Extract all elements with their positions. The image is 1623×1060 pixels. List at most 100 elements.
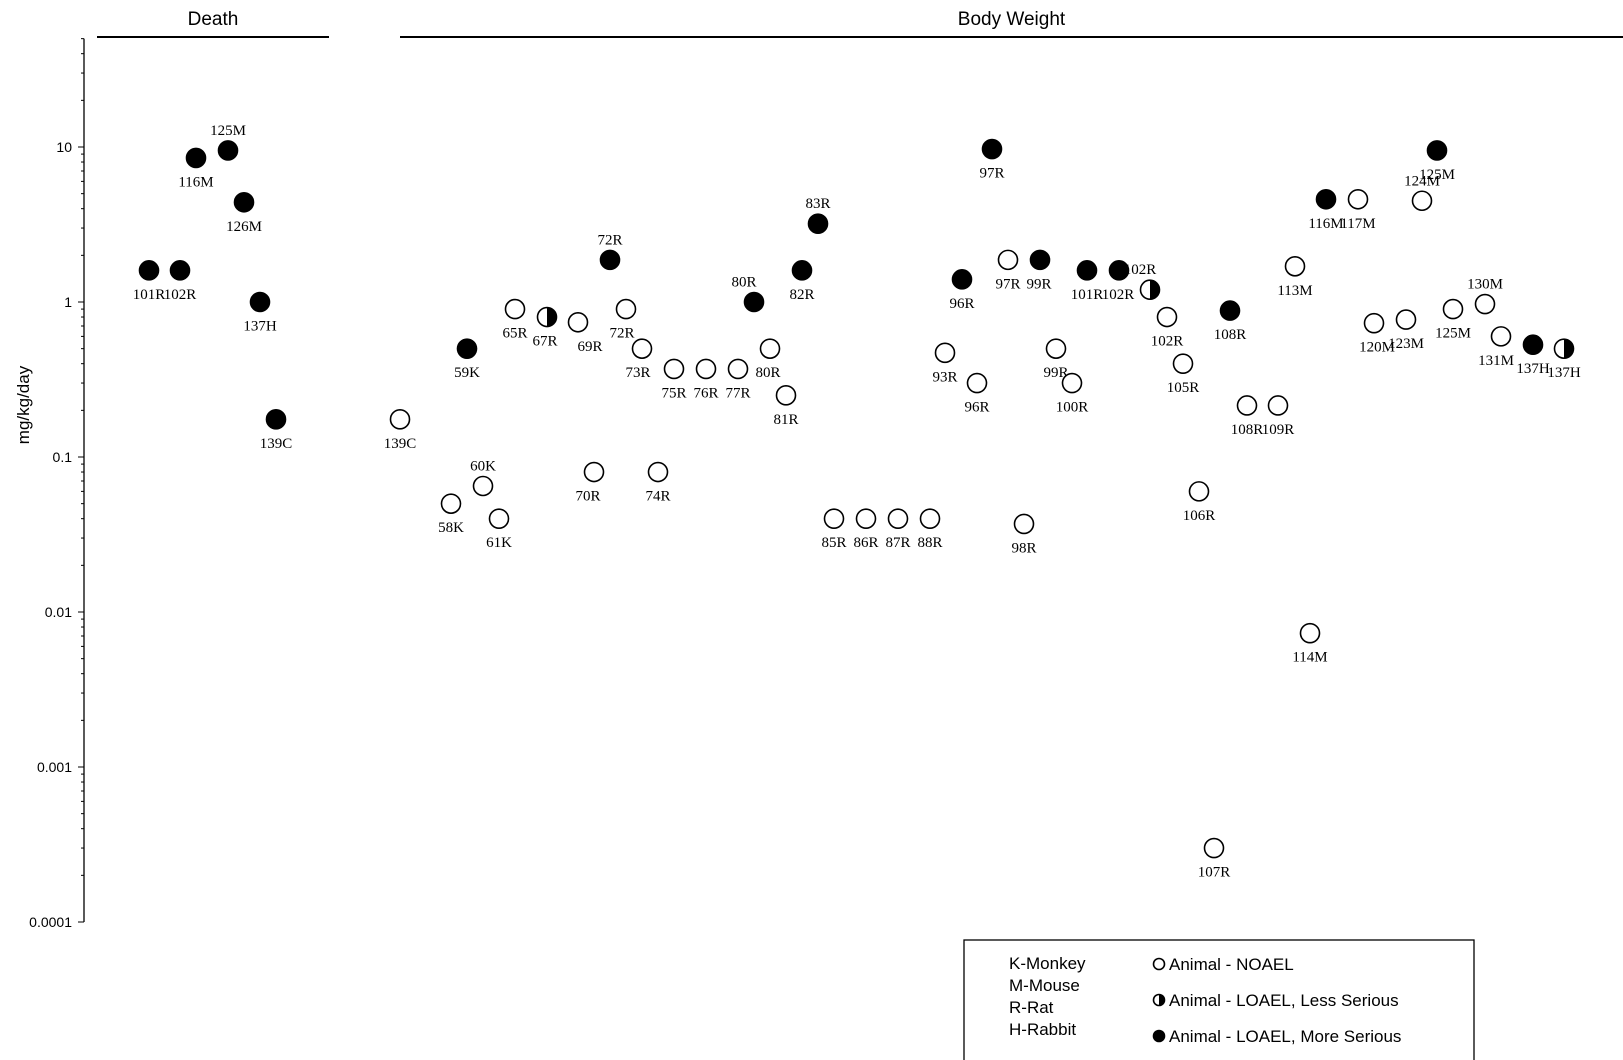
noael-marker <box>1267 395 1289 416</box>
point-label: 72R <box>597 232 622 248</box>
data-point: 93R <box>932 342 958 385</box>
loael-more-serious-marker <box>1315 188 1337 210</box>
data-point: 114M <box>1292 622 1328 666</box>
noael-marker <box>1203 837 1225 859</box>
point-label: 123M <box>1388 336 1424 352</box>
data-point: 120M <box>1359 312 1395 356</box>
noael-marker <box>647 461 669 483</box>
data-point: 83R <box>805 196 831 235</box>
noael-marker <box>567 311 589 333</box>
data-point: 97R <box>979 138 1005 182</box>
y-axis: 10 1 0.1 0.01 0.001 0.0001 mg/kg/day <box>14 38 85 930</box>
point-label: 67R <box>532 334 557 350</box>
data-point: 108R <box>1231 395 1263 438</box>
noael-marker <box>855 508 877 529</box>
panel-title: Body Weight <box>958 9 1066 30</box>
data-point: 116M <box>178 147 214 190</box>
noael-marker <box>1013 513 1035 535</box>
noael-marker <box>887 508 909 529</box>
legend: K-Monkey M-Mouse R-Rat H-Rabbit Animal - NOA… <box>963 939 1475 1060</box>
point-label: 101R <box>133 287 166 303</box>
data-point: 58K <box>438 493 464 536</box>
noael-marker <box>934 342 956 364</box>
noael-marker <box>1474 293 1496 315</box>
loael-more-serious-marker <box>233 191 255 213</box>
data-point: 131M <box>1478 326 1514 369</box>
data-point: 86R <box>853 508 879 551</box>
noael-marker <box>1363 312 1385 334</box>
data-point: 76R <box>693 358 719 401</box>
point-label: 130M <box>1467 277 1503 293</box>
data-point: 69R <box>567 311 603 355</box>
point-label: 72R <box>609 326 634 342</box>
loael-more-serious-marker <box>456 338 478 359</box>
loael-more-serious-marker <box>138 260 160 281</box>
point-label: 137H <box>1547 365 1581 381</box>
legend-marker-label: Animal - LOAEL, Less Serious <box>1169 991 1399 1010</box>
data-point: 137H <box>1516 334 1550 377</box>
point-label: 107R <box>1198 865 1231 881</box>
data-point: 125M <box>1435 298 1471 342</box>
noael-marker <box>1299 622 1321 644</box>
legend-species: R-Rat <box>1009 998 1054 1017</box>
data-point: 70R <box>575 461 605 505</box>
data-point: 61K <box>486 508 512 551</box>
loael-more-serious-marker <box>743 291 765 313</box>
data-point: 96R <box>949 269 975 312</box>
point-label: 93R <box>932 369 957 385</box>
point-label: 124M <box>1404 173 1440 189</box>
point-label: 102R <box>1151 334 1184 350</box>
half-fill <box>1564 339 1574 359</box>
data-point: 102R <box>1151 306 1184 350</box>
point-label: 60K <box>470 458 496 474</box>
point-label: 102R <box>164 287 197 303</box>
point-label: 98R <box>1011 540 1036 556</box>
noael-marker <box>440 493 462 514</box>
point-label: 58K <box>438 520 464 536</box>
noael-marker <box>919 508 941 529</box>
legend-noael-icon <box>1152 957 1166 971</box>
data-point: 101R <box>1071 260 1103 303</box>
y-tick-label: 0.01 <box>45 604 72 620</box>
point-label: 69R <box>577 339 602 355</box>
noael-marker <box>1061 372 1083 394</box>
noael-marker <box>389 409 411 430</box>
data-point: 125M <box>210 123 246 161</box>
point-label: 83R <box>805 196 830 212</box>
point-label: 86R <box>853 535 878 551</box>
noael-marker <box>615 298 637 320</box>
data-point: 116M <box>1308 188 1344 232</box>
y-tick-label: 0.0001 <box>29 914 72 930</box>
data-point: 126M <box>226 191 262 235</box>
noael-marker <box>1347 188 1369 210</box>
point-label: 139C <box>384 436 417 452</box>
data-point: 137H <box>1547 338 1581 381</box>
loael-more-serious-marker <box>1108 260 1130 281</box>
point-label: 75R <box>661 385 686 401</box>
point-label: 70R <box>575 489 600 505</box>
panel-title: Death <box>188 9 239 30</box>
data-point: 106R <box>1183 481 1215 524</box>
data-point: 67R <box>532 306 558 350</box>
point-label: 85R <box>821 535 846 551</box>
point-label: 97R <box>995 276 1020 292</box>
data-point: 85R <box>821 508 847 551</box>
data-point: 96R <box>964 372 990 416</box>
noael-marker <box>1442 298 1464 320</box>
noael-marker <box>1188 481 1210 502</box>
data-point: 88R <box>917 508 943 551</box>
noael-marker <box>631 338 653 359</box>
y-tick-label: 0.1 <box>53 449 73 465</box>
loael-more-serious-marker <box>1219 300 1241 321</box>
noael-marker <box>1490 326 1512 347</box>
noael-marker <box>583 461 605 483</box>
legend-marker-label: Animal - NOAEL <box>1169 955 1294 974</box>
legend-species: K-Monkey <box>1009 954 1086 973</box>
data-point: 74R <box>645 461 671 505</box>
data-point: 97R <box>995 249 1021 292</box>
loael-more-serious-marker <box>807 213 829 235</box>
loael-more-serious-marker <box>599 249 621 271</box>
data-point: 65R <box>502 298 528 342</box>
data-point: 107R <box>1198 837 1231 881</box>
data-point: 77R <box>725 358 751 401</box>
